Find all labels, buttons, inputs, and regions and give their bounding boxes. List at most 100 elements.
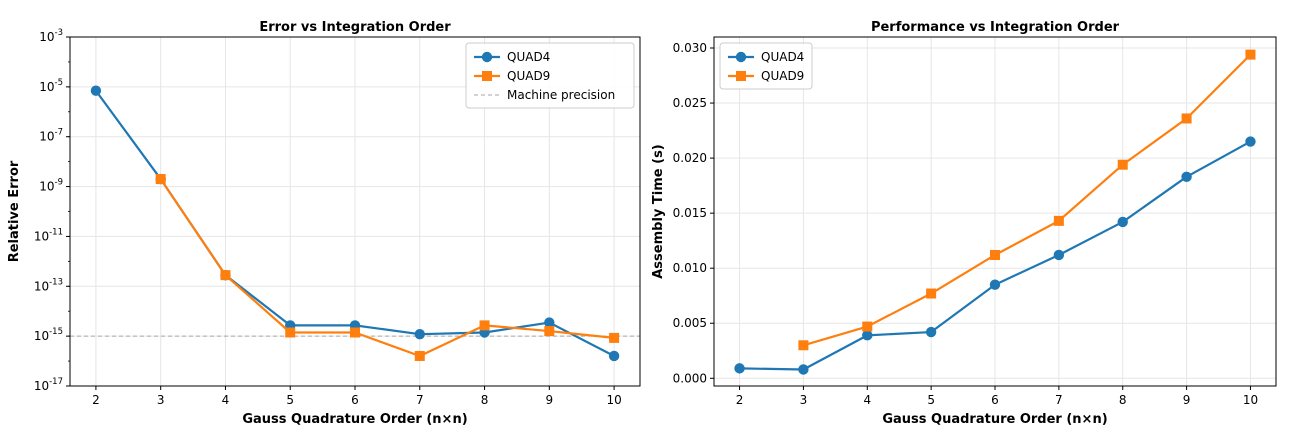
data-point-quad9	[220, 270, 231, 281]
y-tick-label: 0.030	[673, 41, 707, 55]
data-point-quad9	[414, 350, 425, 361]
y-tick-base: 10	[34, 229, 49, 243]
chart-title: Performance vs Integration Order	[871, 20, 1120, 35]
data-point-quad9	[544, 326, 555, 337]
data-point-quad9	[1181, 113, 1192, 124]
y-tick-label: 10-5	[39, 78, 63, 94]
y-tick-exponent: -9	[55, 178, 63, 188]
y-tick-label: 0.025	[673, 96, 707, 110]
y-axis-label: Assembly Time (s)	[651, 144, 666, 279]
y-tick-exponent: -11	[49, 227, 63, 237]
data-point-quad9	[479, 320, 490, 331]
axes-frame	[69, 36, 641, 387]
x-tick-label: 6	[991, 393, 999, 407]
x-axis-label: Gauss Quadrature Order (n×n)	[882, 412, 1107, 427]
y-tick-label: 0.000	[673, 371, 707, 385]
x-tick-label: 4	[863, 393, 871, 407]
x-tick-label: 9	[1183, 393, 1191, 407]
x-tick-label: 5	[286, 393, 294, 407]
legend-label: QUAD4	[761, 50, 804, 64]
chart-title: Error vs Integration Order	[259, 20, 451, 35]
legend-box	[465, 42, 635, 109]
data-point-quad9	[862, 321, 873, 332]
data-point-quad4	[798, 364, 809, 375]
data-point-quad9	[926, 288, 937, 299]
data-point-quad9	[609, 332, 620, 343]
x-tick-label: 3	[157, 393, 165, 407]
x-tick-label: 7	[1055, 393, 1063, 407]
y-tick-base: 10	[34, 379, 49, 393]
y-tick-label: 10-15	[34, 327, 63, 343]
data-point-quad9	[1117, 159, 1128, 170]
data-point-quad4	[989, 279, 1001, 290]
y-tick-base: 10	[39, 80, 54, 94]
x-tick-label: 10	[606, 393, 621, 407]
y-tick-base: 10	[39, 130, 54, 144]
data-point-quad9	[798, 340, 809, 351]
y-tick-label: 0.015	[673, 206, 707, 220]
data-point-quad4	[414, 328, 425, 340]
x-tick-label: 2	[92, 393, 100, 407]
legend-marker-quad9	[736, 71, 746, 81]
series-line-quad9	[159, 178, 615, 358]
data-point-quad4	[925, 326, 937, 338]
y-tick-base: 10	[34, 279, 49, 293]
y-tick-label: 10-3	[39, 28, 63, 44]
legend-label: QUAD9	[507, 69, 550, 83]
x-tick-label: 3	[800, 393, 808, 407]
performance-chart: 0.000 0.005 0.010 0.015 0.020 0.025 0.030 2 3 4 5 6…	[651, 20, 1277, 427]
data-point-quad9	[990, 249, 1000, 260]
data-point-quad9	[1053, 215, 1064, 226]
x-tick-label: 7	[416, 393, 424, 407]
y-tick-label: 10-9	[39, 178, 63, 194]
y-tick-label: 10-13	[34, 277, 63, 293]
y-tick-label: 10-7	[39, 128, 63, 144]
y-tick-base: 10	[34, 329, 49, 343]
y-tick-exponent: -3	[55, 28, 63, 38]
x-tick-label: 5	[927, 393, 935, 407]
x-tick-label: 4	[222, 393, 230, 407]
y-tick-exponent: -17	[49, 377, 63, 387]
data-point-quad4	[1245, 136, 1256, 147]
x-tick-label: 6	[351, 393, 359, 407]
axes-frame	[713, 36, 1277, 387]
x-axis-label: Gauss Quadrature Order (n×n)	[242, 412, 467, 427]
x-tick-label: 10	[1243, 393, 1258, 407]
y-tick-base: 10	[39, 180, 54, 194]
x-tick-label: 8	[481, 393, 489, 407]
x-tick-label: 2	[736, 393, 744, 407]
y-tick-exponent: -5	[55, 78, 63, 88]
data-point-quad4	[1053, 249, 1065, 261]
y-tick-exponent: -13	[49, 277, 63, 287]
y-tick-label: 0.005	[673, 316, 707, 330]
legend-label: QUAD4	[507, 50, 550, 64]
x-tick-label: 8	[1119, 393, 1127, 407]
y-tick-label: 0.010	[673, 261, 707, 275]
y-tick-label: 10-17	[34, 377, 63, 393]
y-tick-base: 10	[39, 30, 54, 44]
data-point-quad4	[1117, 216, 1128, 228]
data-point-quad4	[1181, 171, 1192, 183]
legend-marker-quad4	[481, 51, 493, 63]
data-point-quad4	[544, 317, 555, 328]
y-tick-label: 0.020	[673, 151, 707, 165]
data-point-quad4	[608, 350, 620, 362]
y-axis-label: Relative Error	[7, 160, 22, 262]
y-tick-exponent: -7	[55, 128, 63, 138]
legend-marker-quad9	[482, 71, 492, 81]
legend-marker-quad4	[735, 51, 747, 63]
data-point-quad9	[155, 174, 166, 185]
legend-label: QUAD9	[761, 69, 804, 83]
data-point-quad4	[862, 330, 873, 341]
data-point-quad9	[285, 327, 296, 338]
x-tick-label: 9	[545, 393, 553, 407]
y-tick-exponent: -15	[49, 327, 63, 337]
legend-label: Machine precision	[507, 88, 615, 102]
data-point-quad4	[734, 363, 745, 374]
y-tick-label: 10-11	[34, 227, 63, 243]
series-line-quad9	[803, 53, 1252, 347]
data-point-quad9	[1245, 49, 1256, 60]
data-point-quad9	[350, 327, 360, 338]
